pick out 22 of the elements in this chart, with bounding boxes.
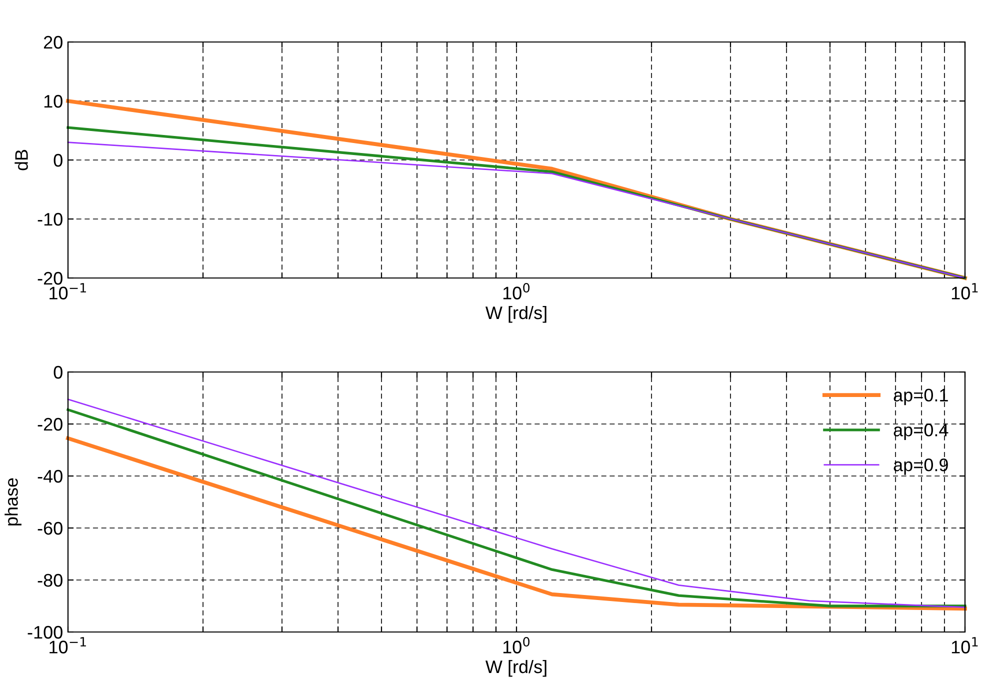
y-tick-label: 20: [44, 36, 62, 49]
x-axis-title: W [rd/s]: [485, 660, 546, 677]
x-tick-label: 10$^{0}$: [503, 282, 530, 300]
y-tick-label: 0: [54, 154, 62, 167]
y-tick-label: -40: [38, 470, 62, 483]
legend-label: ap=0.4: [894, 424, 948, 440]
y-tick-label: -10: [38, 212, 62, 226]
y-tick-label: 10: [44, 94, 62, 108]
y-tick-label: -60: [38, 522, 62, 535]
y-tick-label: -80: [38, 574, 62, 587]
y-tick-label: 0: [54, 366, 62, 379]
y-tick-label: -20: [38, 272, 62, 285]
y-axis-title: dB: [14, 150, 28, 170]
y-tick-label: -20: [38, 418, 62, 431]
x-tick-label: 10$^{1}$: [952, 283, 978, 300]
x-tick-label: 10$^{1}$: [952, 637, 978, 654]
x-axis-title: W [rd/s]: [485, 306, 546, 323]
x-tick-label: 10$^{0}$: [503, 636, 530, 654]
legend-label: ap=0.1: [894, 388, 948, 406]
legend-label: ap=0.9: [894, 458, 948, 475]
y-axis-title: phase: [4, 478, 22, 526]
y-tick-label: -100: [28, 626, 62, 639]
